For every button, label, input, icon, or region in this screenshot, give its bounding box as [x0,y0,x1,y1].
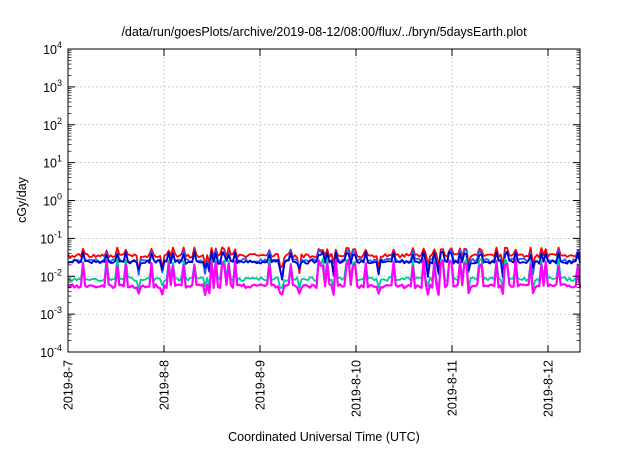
x-tick-label: 2019-8-11 [446,360,460,416]
series-layer [67,246,582,296]
x-tick-label: 2019-8-8 [158,360,172,410]
ylabel-layer: 104 103 102 101 100 10-1 10-2 10-3 10-4 [40,40,62,360]
y-tick-label: 10-1 [40,229,62,246]
y-tick-label: 10-3 [40,305,62,322]
x-tick-label: 2019-8-9 [254,360,268,410]
y-tick-label: 10-4 [40,343,62,360]
y-tick-label: 103 [43,78,62,95]
series-line [67,250,581,281]
series-line [67,258,582,296]
tick-layer [67,48,580,353]
chart-title: /data/run/goesPlots/archive/2019-08-12/0… [121,25,527,39]
y-tick-label: 10-2 [40,267,62,284]
y-tick-label: 104 [43,40,62,57]
x-tick-label: 2019-8-12 [542,360,556,417]
x-tick-label: 2019-8-7 [62,360,76,410]
y-tick-label: 102 [43,116,62,133]
y-tick-label: 101 [43,154,62,171]
x-tick-label: 2019-8-10 [350,360,364,417]
y-axis-title: cGy/day [15,176,29,223]
grid-layer [68,49,580,352]
y-tick-label: 100 [43,192,62,209]
x-axis-title: Coordinated Universal Time (UTC) [228,430,420,444]
xlabel-layer: 2019-8-7 2019-8-8 2019-8-9 2019-8-10 2019-8-… [62,360,556,417]
